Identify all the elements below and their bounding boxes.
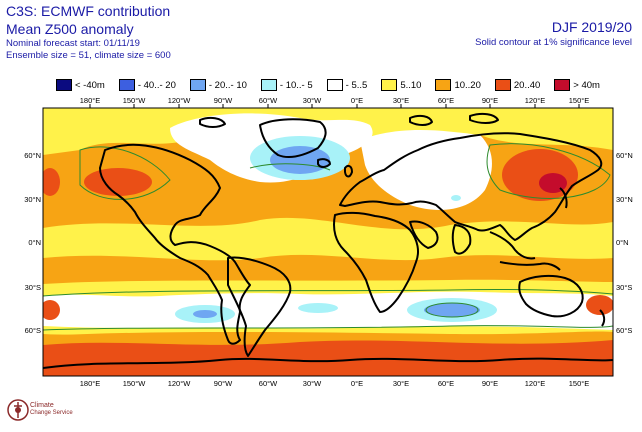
title-variable: Mean Z500 anomaly bbox=[6, 21, 134, 37]
legend-swatch bbox=[554, 79, 571, 91]
legend-item: < -40m bbox=[56, 79, 105, 91]
legend-label: < -40m bbox=[75, 79, 105, 91]
lat-label: 0°N bbox=[28, 238, 41, 247]
lat-label: 30°N bbox=[24, 195, 41, 204]
legend-label: > 40m bbox=[573, 79, 600, 91]
title-block: C3S: ECMWF contribution Mean Z500 anomal… bbox=[6, 4, 171, 62]
lon-label: 150°W bbox=[123, 96, 147, 105]
forecast-start: Nominal forecast start: 01/11/19 bbox=[6, 38, 140, 49]
lon-label: 90°W bbox=[214, 96, 233, 105]
lon-label: 0°E bbox=[351, 379, 363, 388]
lon-label: 60°E bbox=[438, 96, 454, 105]
title-source: C3S: ECMWF contribution bbox=[6, 3, 171, 19]
legend-label: - 10..- 5 bbox=[279, 79, 313, 91]
anomaly-field bbox=[43, 108, 613, 376]
legend-swatch bbox=[381, 79, 398, 91]
lon-label: 30°E bbox=[393, 96, 409, 105]
lon-label: 30°E bbox=[393, 379, 409, 388]
legend-item: 5..10 bbox=[381, 79, 421, 91]
ensemble-size: Ensemble size = 51, climate size = 600 bbox=[6, 49, 171, 61]
lat-label: 30°S bbox=[25, 283, 41, 292]
legend-label: 10..20 bbox=[454, 79, 481, 91]
season-label: DJF 2019/20 bbox=[551, 19, 632, 35]
lat-label: 60°S bbox=[616, 326, 632, 335]
lat-labels-right: 60°N 30°N 0°N 30°S 60°S bbox=[616, 151, 633, 335]
logo-line1: Climate bbox=[30, 402, 54, 409]
legend-swatch bbox=[56, 79, 72, 91]
lon-label: 120°W bbox=[168, 96, 192, 105]
lon-label: 90°E bbox=[482, 96, 498, 105]
lat-label: 30°S bbox=[616, 283, 632, 292]
lat-label: 30°N bbox=[616, 195, 633, 204]
lon-label: 150°E bbox=[569, 379, 590, 388]
lon-label: 120°W bbox=[168, 379, 192, 388]
legend-label: - 5..5 bbox=[345, 79, 368, 91]
legend-label: 20..40 bbox=[513, 79, 541, 91]
lon-label: 60°E bbox=[438, 379, 454, 388]
lon-label: 30°W bbox=[303, 96, 322, 105]
lon-label: 150°E bbox=[569, 96, 590, 105]
legend-swatch bbox=[260, 79, 277, 91]
lon-label: 90°W bbox=[214, 379, 233, 388]
lon-label: 60°W bbox=[259, 96, 278, 105]
lon-label: 150°W bbox=[123, 379, 147, 388]
lon-label: 180°E bbox=[80, 379, 101, 388]
lon-label: 180°E bbox=[80, 96, 101, 105]
lon-label: 60°W bbox=[259, 379, 278, 388]
legend-item: - 10..- 5 bbox=[260, 79, 313, 91]
legend-swatch bbox=[326, 79, 343, 91]
legend-label: 5..10 bbox=[400, 79, 422, 91]
lon-label: 30°W bbox=[303, 379, 322, 388]
lon-labels-bottom: 180°E 150°W 120°W 90°W 60°W 30°W 0°E 30°… bbox=[80, 379, 590, 388]
map-frame bbox=[42, 107, 614, 377]
logo-line2: Change Service bbox=[30, 410, 73, 416]
lon-label: 120°E bbox=[525, 96, 546, 105]
legend-item: 10..20 bbox=[435, 79, 481, 91]
legend-item: - 40..- 20 bbox=[118, 79, 176, 91]
lat-labels-left: 60°N 30°N 0°N 30°S 60°S bbox=[24, 151, 41, 335]
legend-item: - 20..- 10 bbox=[189, 79, 247, 91]
lon-label: 120°E bbox=[525, 379, 546, 388]
legend-swatch bbox=[189, 79, 206, 91]
lat-label: 60°N bbox=[616, 151, 633, 160]
legend-item: 20..40 bbox=[494, 79, 541, 91]
lat-label: 0°N bbox=[616, 238, 629, 247]
anomaly-map: 180°E 150°W 120°W 90°W 60°W 30°W 0°E 30°… bbox=[24, 96, 633, 388]
axis-ticks bbox=[89, 104, 580, 108]
legend-swatch bbox=[118, 79, 135, 91]
contour-note: Solid contour at 1% significance level bbox=[475, 37, 632, 48]
lat-label: 60°S bbox=[25, 326, 41, 335]
lat-label: 60°N bbox=[24, 151, 41, 160]
copernicus-logo-icon bbox=[7, 399, 29, 421]
lon-label: 90°E bbox=[482, 379, 498, 388]
legend-item: - 5..5 bbox=[326, 79, 368, 91]
legend-label: - 40..- 20 bbox=[137, 79, 176, 91]
lon-label: 0°E bbox=[351, 96, 363, 105]
legend-swatch bbox=[435, 79, 452, 91]
coastlines bbox=[43, 112, 613, 369]
legend-swatch bbox=[494, 79, 511, 91]
legend-item: > 40m bbox=[554, 79, 600, 91]
season-block: DJF 2019/20 Solid contour at 1% signific… bbox=[475, 20, 632, 48]
map-panel: 180°E 150°W 120°W 90°W 60°W 30°W 0°E 30°… bbox=[0, 96, 642, 397]
color-legend: < -40m - 40..- 20 - 20..- 10 - 10..- 5 -… bbox=[56, 77, 614, 93]
legend-label: - 20..- 10 bbox=[208, 79, 247, 91]
lon-labels-top: 180°E 150°W 120°W 90°W 60°W 30°W 0°E 30°… bbox=[80, 96, 590, 105]
